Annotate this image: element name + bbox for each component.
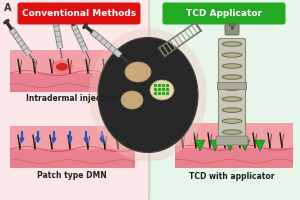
Text: Intradermal injection: Intradermal injection [26, 94, 118, 103]
Text: TCD with applicator: TCD with applicator [189, 172, 275, 181]
Polygon shape [225, 140, 235, 151]
Ellipse shape [222, 97, 242, 101]
Ellipse shape [222, 64, 242, 68]
Text: Patch type DMN: Patch type DMN [37, 171, 107, 180]
FancyBboxPatch shape [218, 38, 245, 140]
Ellipse shape [222, 75, 242, 79]
Ellipse shape [89, 28, 207, 162]
FancyBboxPatch shape [218, 83, 247, 90]
FancyBboxPatch shape [17, 2, 140, 24]
FancyBboxPatch shape [225, 24, 239, 35]
Ellipse shape [98, 38, 198, 152]
Bar [10, 149, 135, 168]
Text: A: A [4, 3, 11, 13]
Ellipse shape [150, 80, 174, 100]
Ellipse shape [222, 119, 242, 123]
FancyBboxPatch shape [0, 0, 151, 200]
Ellipse shape [51, 60, 73, 74]
Ellipse shape [222, 86, 242, 90]
FancyBboxPatch shape [216, 136, 248, 145]
Ellipse shape [222, 130, 242, 134]
Polygon shape [195, 140, 205, 151]
Bar [10, 50, 135, 73]
FancyArrowPatch shape [36, 135, 40, 142]
Ellipse shape [230, 23, 235, 26]
FancyArrowPatch shape [20, 135, 24, 142]
Text: Conventional Methods: Conventional Methods [22, 8, 136, 18]
Bar [175, 123, 293, 148]
Polygon shape [210, 140, 220, 151]
FancyArrowPatch shape [68, 135, 72, 142]
Bar [10, 73, 135, 92]
Ellipse shape [222, 42, 242, 46]
Polygon shape [240, 140, 250, 151]
FancyArrowPatch shape [100, 135, 104, 142]
FancyArrowPatch shape [84, 135, 88, 142]
Bar [175, 148, 293, 168]
FancyBboxPatch shape [149, 0, 300, 200]
Polygon shape [255, 140, 265, 151]
Ellipse shape [56, 63, 68, 71]
FancyBboxPatch shape [163, 2, 286, 24]
Bar [10, 126, 135, 149]
FancyArrowPatch shape [52, 135, 56, 142]
Ellipse shape [222, 53, 242, 57]
Ellipse shape [222, 108, 242, 112]
Ellipse shape [125, 62, 151, 82]
Text: TCD Applicator: TCD Applicator [186, 8, 262, 18]
Ellipse shape [121, 91, 143, 109]
